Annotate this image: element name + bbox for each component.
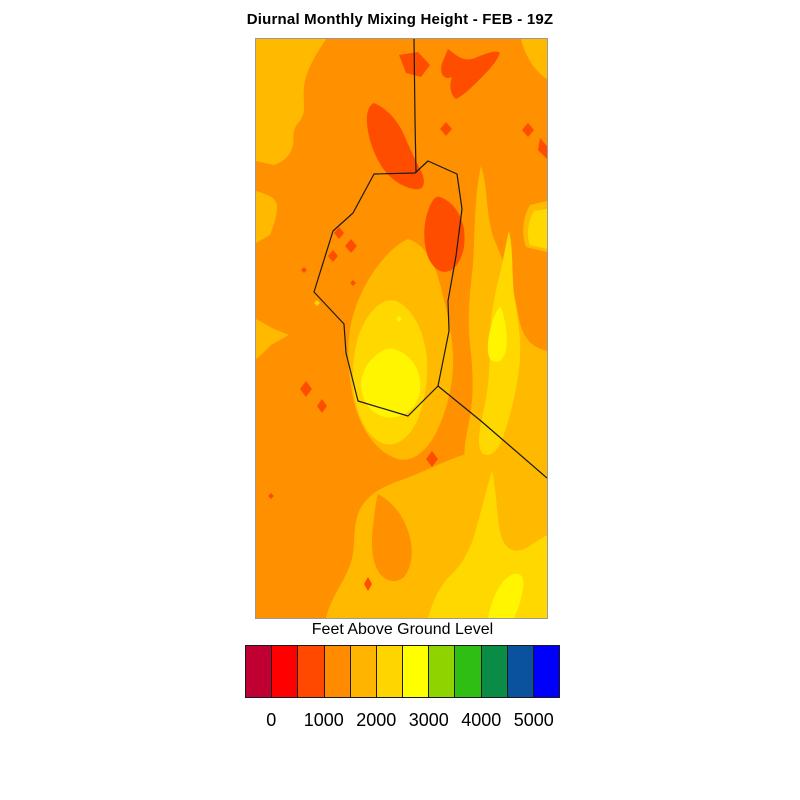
contour-region-amber-northwest [256,39,326,165]
contour-region-red-diamond-8 [426,451,438,467]
contour-region-red-dot-2 [301,267,307,273]
colorbar-ticks: 0 1000 2000 3000 4000 5000 [245,710,560,734]
colorbar-segment-6 [403,646,430,697]
contour-region-red-dot-1 [350,280,356,286]
colorbar-tick-0: 0 [266,710,277,730]
contour-region-gold-west-dot [314,300,320,306]
colorbar-tick-4000: 4000 [461,710,502,730]
contour-region-red-diamond-7 [317,399,327,413]
colorbar-segment-4 [350,646,377,697]
county-boundary [313,160,463,417]
colorbar-segment-11 [533,646,560,697]
colorbar-segment-3 [324,646,351,697]
colorbar-segment-2 [298,646,325,697]
contour-region-yellow-center-dot [396,316,402,322]
contour-region-red-east-oval [424,196,465,272]
contour-region-amber-west-notch [256,191,278,243]
contour-region-red-east-edge-tri [538,138,547,159]
contour-region-red-diamond-5 [328,250,338,262]
contour-region-amber-west-diamond [256,319,289,359]
colorbar-segment-9 [481,646,508,697]
colorbar-segment-7 [429,646,456,697]
contour-region-yellow-center-core [361,348,421,418]
contour-region-red-northeast-bird [441,49,500,99]
map-frame [255,38,548,619]
contour-region-red-dot-3 [268,493,274,499]
colorbar-label: Feet Above Ground Level [311,621,494,638]
colorbar-segment-1 [272,646,299,697]
colorbar-tick-2000: 2000 [356,710,397,730]
colorbar-tick-5000: 5000 [513,710,554,730]
contour-region-red-diamond-6 [300,381,312,397]
colorbar-segment-5 [376,646,404,697]
colorbar-segment-10 [507,646,534,697]
contour-region-amber-northeast-corner [521,39,547,79]
contour-region-red-diamond-3 [334,227,344,239]
contour-region-yellow-southeast [488,573,524,618]
colorbar-tick-3000: 3000 [408,710,449,730]
contour-region-red-north-mass [366,103,424,190]
colorbar-segment-8 [455,646,482,697]
colorbar-segment-0 [246,646,273,697]
colorbar-tick-1000: 1000 [303,710,344,730]
contour-region-red-diamond-1 [440,122,452,136]
colorbar [245,645,560,698]
contour-region-orange-south-inlet [372,494,412,582]
chart-title: Diurnal Monthly Mixing Height - FEB - 19… [246,11,554,28]
contour-region-red-diamond-9 [364,577,372,591]
contour-region-red-diamond-2 [522,123,534,137]
contour-map [256,39,547,618]
contour-region-gold-east-edge-patch [527,209,547,249]
boundary-line-southeast [437,385,547,479]
contour-region-yellow-east-sliver [487,307,507,362]
boundary-line-north [413,39,417,174]
contour-region-red-diamond-4 [345,239,357,253]
